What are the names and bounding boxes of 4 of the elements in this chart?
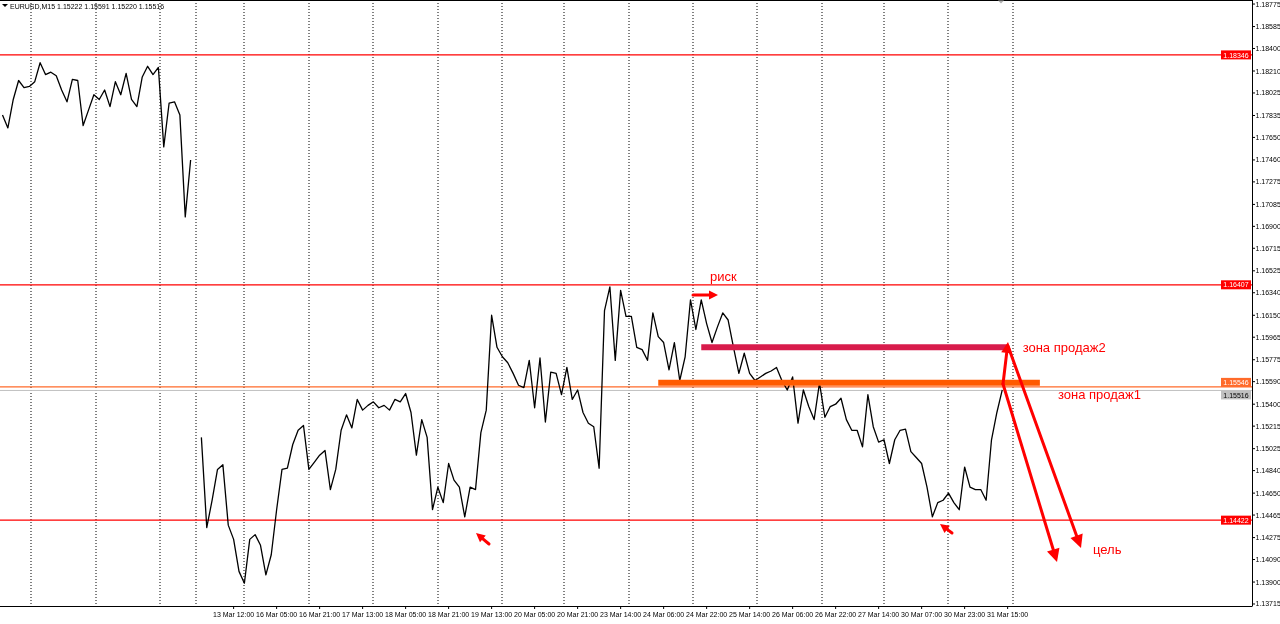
annotation: цель [1093, 541, 1122, 557]
annotation: зона продаж2 [1022, 339, 1106, 355]
annotation: риск [710, 268, 737, 284]
annotation: зона продаж1 [1058, 386, 1142, 402]
